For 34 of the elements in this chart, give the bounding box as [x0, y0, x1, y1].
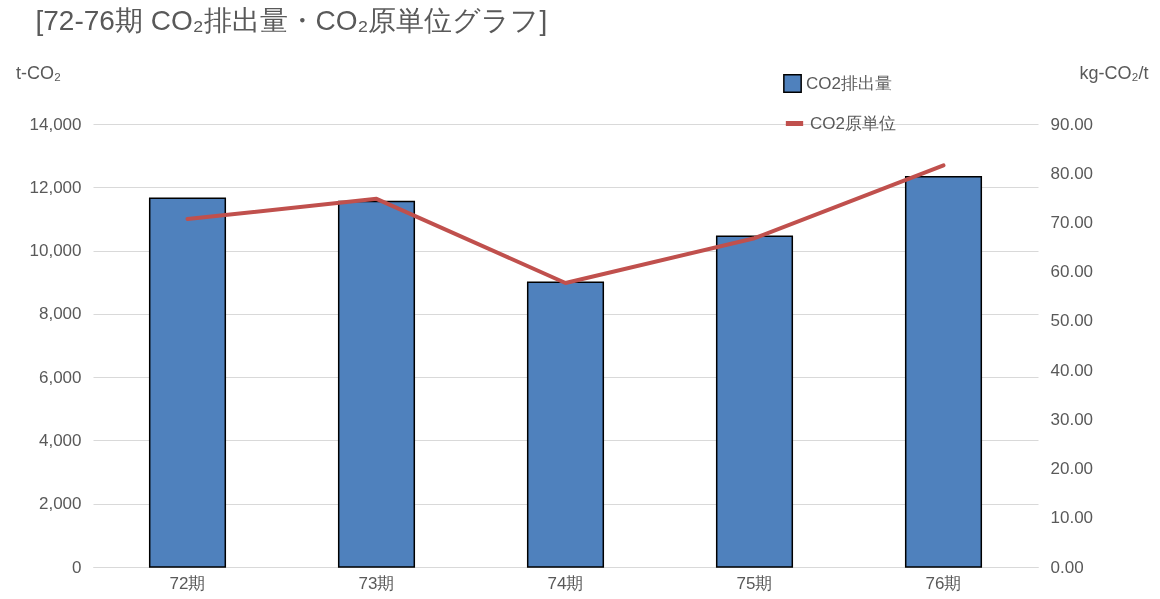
y2-tick-label: 10.00: [1050, 508, 1094, 528]
y2-tick-label: 70.00: [1050, 212, 1094, 232]
y2-tick-label: 60.00: [1050, 262, 1094, 282]
legend-label: CO2排出量: [806, 73, 892, 93]
y-tick-label: 0: [72, 557, 82, 577]
x-tick-label: 74期: [547, 573, 584, 593]
y-tick-label: 12,000: [29, 177, 82, 197]
y2-tick-label: 0.00: [1050, 557, 1084, 577]
y2-tick-label: 30.00: [1050, 409, 1094, 429]
y2-tick-label: 20.00: [1050, 459, 1094, 479]
y-axis-title: t-CO₂: [16, 62, 61, 83]
bar: [715, 235, 794, 568]
bar: [904, 176, 983, 568]
x-tick-label: 73期: [358, 573, 395, 593]
y-tick-label: 8,000: [38, 304, 82, 324]
x-tick-label: 72期: [169, 573, 206, 593]
y-tick-label: 6,000: [38, 367, 82, 387]
x-tick-label: 75期: [736, 573, 773, 593]
bar: [337, 200, 416, 568]
y2-tick-label: 50.00: [1050, 311, 1094, 331]
bar: [148, 197, 227, 568]
bar: [526, 281, 605, 568]
y2-axis-title: kg-CO₂/t: [1079, 62, 1149, 83]
y2-tick-label: 90.00: [1050, 114, 1094, 134]
line-series: [185, 163, 946, 285]
y-tick-label: 2,000: [38, 494, 82, 514]
y2-tick-label: 40.00: [1050, 360, 1094, 380]
legend-label: CO2原単位: [810, 113, 896, 133]
x-tick-label: 76期: [925, 573, 962, 593]
chart-title: [72-76期 CO₂排出量・CO₂原単位グラフ]: [35, 5, 548, 36]
y-tick-label: 4,000: [38, 430, 82, 450]
y-tick-label: 14,000: [29, 114, 82, 134]
y2-tick-label: 80.00: [1050, 163, 1094, 183]
y-tick-label: 10,000: [29, 241, 82, 261]
